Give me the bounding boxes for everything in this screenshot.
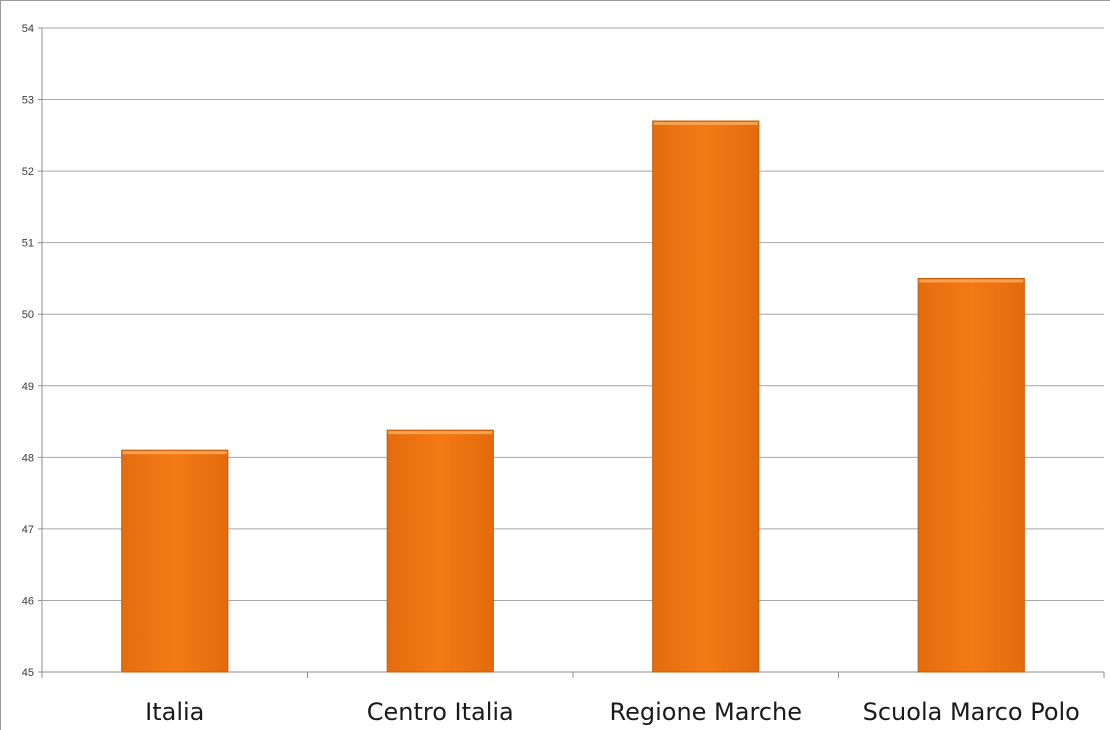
bars bbox=[121, 120, 1025, 673]
x-tick-label: Scuola Marco Polo bbox=[863, 698, 1080, 726]
y-tick-label: 46 bbox=[22, 595, 34, 607]
y-tick-label: 48 bbox=[22, 452, 34, 464]
y-tick-label: 47 bbox=[22, 524, 34, 536]
x-tick-label: Centro Italia bbox=[367, 698, 514, 726]
y-axis-tick-labels: 45 46 47 48 49 50 51 52 53 54 bbox=[22, 23, 34, 679]
bar-centro-italia bbox=[386, 429, 494, 673]
x-tick-label: Regione Marche bbox=[610, 698, 802, 726]
y-tick-label: 53 bbox=[22, 95, 34, 107]
bar-top-highlight bbox=[388, 431, 493, 435]
y-tick-label: 50 bbox=[22, 309, 34, 321]
bar-scuola-marco-polo bbox=[917, 277, 1025, 673]
bar-body bbox=[652, 120, 760, 673]
y-tick-label: 45 bbox=[22, 667, 34, 679]
y-tick-label: 49 bbox=[22, 381, 34, 393]
bar-body bbox=[917, 277, 1025, 673]
bar-top-highlight bbox=[653, 122, 758, 126]
bar-body bbox=[121, 449, 229, 673]
bar-body bbox=[386, 429, 494, 673]
x-axis-tick-labels: Italia Centro Italia Regione Marche Scuola … bbox=[145, 698, 1080, 726]
y-tick-label: 54 bbox=[22, 23, 34, 35]
x-tick-label: Italia bbox=[145, 698, 204, 726]
y-tick-label: 52 bbox=[22, 166, 34, 178]
y-tick-label: 51 bbox=[22, 238, 34, 250]
bar-regione-marche bbox=[652, 120, 760, 673]
bar-top-highlight bbox=[122, 451, 227, 455]
bar-top-highlight bbox=[919, 279, 1024, 283]
bar-italia bbox=[121, 449, 229, 673]
